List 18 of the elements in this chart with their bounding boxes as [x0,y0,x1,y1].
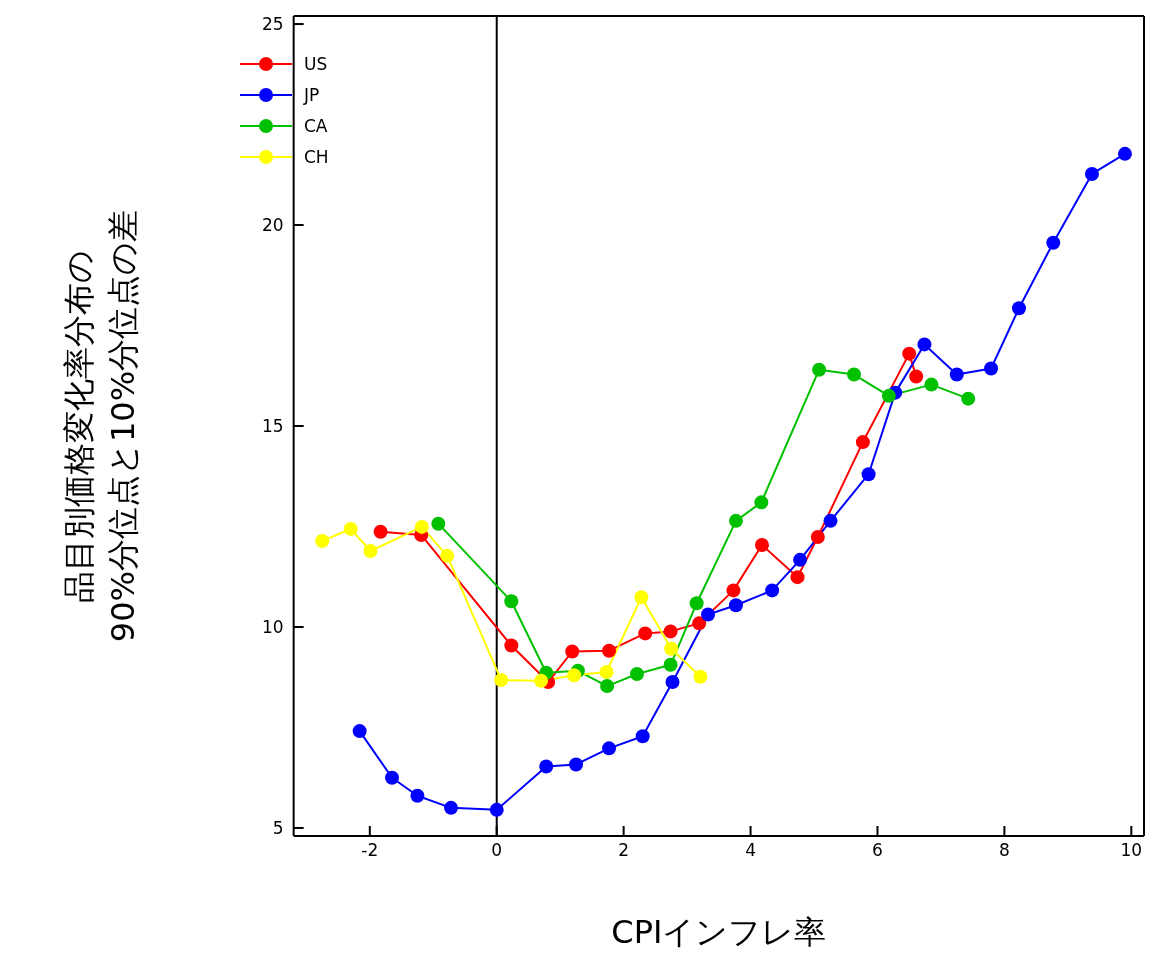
x-tick-label: 8 [998,840,1010,861]
legend-label: US [304,53,328,74]
legend-label: JP [304,84,320,105]
x-tick-label: 6 [872,840,883,861]
y-axis-title: 品目別価格変化率分布の 90%分位点と10%分位点の差 [60,209,142,643]
legend-label: CH [304,146,329,167]
y-tick-label: 15 [262,416,284,437]
x-tick-label: 2 [618,840,630,861]
x-tick-label: 4 [745,840,756,861]
x-tick-label: -2 [361,840,379,861]
x-axis-title: CPIインフレ率 [611,913,827,951]
y-tick-label: 10 [262,617,284,638]
y-tick-label: 5 [272,818,284,838]
x-tick-label: 10 [1120,840,1143,861]
y-tick-label: 25 [262,14,284,35]
y-tick-label: 20 [262,215,284,236]
legend-label: CA [304,115,328,136]
x-tick-label: 0 [491,840,503,861]
